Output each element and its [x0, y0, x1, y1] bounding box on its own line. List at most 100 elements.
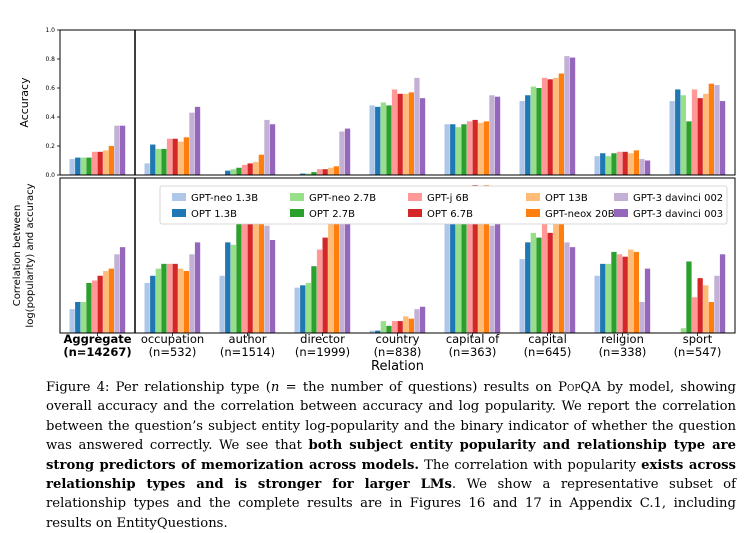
legend-swatch [526, 209, 540, 217]
bar [253, 161, 259, 175]
bar [494, 96, 501, 175]
bar [144, 282, 150, 333]
bar [697, 98, 703, 175]
bar [253, 211, 259, 333]
bar [311, 266, 317, 333]
bar [461, 124, 467, 175]
bar [369, 105, 375, 175]
bar [558, 220, 564, 333]
bar [547, 79, 553, 175]
bar [247, 211, 253, 333]
bar [553, 77, 559, 175]
bar [444, 124, 450, 175]
bar [605, 156, 611, 175]
bar [691, 297, 698, 333]
y-tick-label: 0.0 [45, 172, 55, 179]
x-tick-count: (n=1999) [295, 345, 350, 359]
bar [375, 330, 381, 333]
legend-swatch [172, 209, 186, 217]
bar [178, 268, 184, 333]
bar [478, 187, 484, 333]
bar [103, 271, 109, 333]
bar [691, 89, 698, 175]
bar [155, 268, 161, 333]
bar [194, 242, 201, 333]
bar [344, 128, 351, 175]
bar [150, 144, 156, 175]
bar [541, 77, 548, 175]
bar [708, 83, 714, 175]
legend-label: GPT-3 davinci 003 [633, 209, 723, 220]
bar [86, 282, 92, 333]
caption-bold-finding: exists across relationship types and is … [46, 457, 736, 493]
bar [669, 101, 675, 175]
bar [316, 169, 323, 175]
bar [719, 254, 726, 333]
bar [569, 247, 576, 333]
figure-caption: Figure 4: Per relationship type (n = the… [46, 378, 736, 533]
bar [294, 287, 300, 333]
bar [519, 259, 525, 333]
caption-text: = the number of questions) results on [279, 380, 559, 395]
x-tick-label: author [229, 332, 267, 346]
bar [322, 169, 328, 175]
y-tick-label: 1.0 [45, 27, 55, 34]
bar [564, 242, 570, 333]
bar [455, 127, 461, 175]
bar [558, 73, 564, 175]
bar [114, 254, 120, 333]
legend-label: OPT 6.7B [427, 209, 473, 220]
legend-label: GPT-3 davinci 002 [633, 193, 723, 204]
bar [322, 237, 328, 333]
bar [600, 153, 606, 175]
bar [639, 302, 645, 333]
bar [75, 157, 81, 175]
bar [628, 153, 634, 175]
bar [616, 254, 623, 333]
x-tick-count: (n=1514) [220, 345, 275, 359]
x-tick-label: director [300, 332, 345, 346]
bar [375, 106, 381, 175]
bar [386, 325, 392, 333]
x-tick-label: sport [683, 332, 713, 346]
bar [150, 275, 156, 333]
bar [230, 244, 236, 333]
bar [408, 92, 414, 175]
legend-swatch [290, 193, 304, 201]
bar [183, 271, 189, 333]
bar [419, 306, 426, 333]
bar [489, 225, 495, 333]
bar [86, 157, 92, 175]
bar [594, 275, 600, 333]
bar [403, 316, 409, 333]
bar [225, 170, 231, 175]
bar [633, 251, 639, 333]
bar [183, 137, 189, 175]
bar [483, 121, 489, 175]
bar [564, 56, 570, 175]
x-tick-label: religion [601, 332, 644, 346]
x-tick-count: (n=547) [674, 345, 722, 359]
bar [686, 261, 692, 333]
x-tick-count: (n=532) [149, 345, 197, 359]
bar [478, 122, 484, 175]
legend-swatch [614, 209, 628, 217]
bar [386, 105, 392, 175]
y-tick-label: 0.6 [45, 85, 55, 92]
caption-text: Per relationship type ( [109, 380, 271, 395]
caption-bold-finding: both subject entity popularity and relat… [46, 438, 737, 473]
bar [472, 119, 478, 175]
legend-swatch [526, 193, 540, 201]
legend-swatch [290, 209, 304, 217]
bar [305, 282, 311, 333]
bar [269, 124, 276, 175]
legend-label: OPT 2.7B [309, 209, 355, 220]
bar [397, 321, 403, 333]
bar [455, 197, 461, 333]
plot-frame [59, 29, 736, 176]
bar [91, 151, 98, 175]
bar [536, 88, 542, 175]
caption-text: The correlation with popularity [419, 457, 642, 473]
bar [525, 95, 531, 175]
bar [703, 285, 709, 333]
